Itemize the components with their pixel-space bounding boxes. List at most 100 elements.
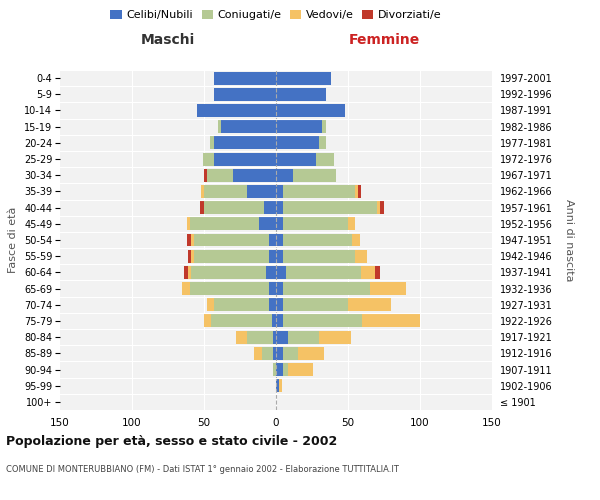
Bar [319, 330, 351, 344]
Bar [236, 330, 247, 344]
Bar [276, 330, 287, 344]
Bar [211, 314, 272, 328]
Bar [273, 347, 276, 360]
Bar [190, 282, 269, 295]
Bar [370, 282, 406, 295]
Bar [298, 347, 323, 360]
Legend: Celibi/Nubili, Coniugati/e, Vedovi/e, Divorziati/e: Celibi/Nubili, Coniugati/e, Vedovi/e, Di… [106, 6, 446, 25]
Bar [262, 347, 273, 360]
Bar [283, 363, 287, 376]
Bar [247, 185, 276, 198]
Bar [276, 234, 283, 246]
Bar [214, 152, 276, 166]
Bar [187, 218, 190, 230]
Bar [194, 250, 269, 262]
Bar [283, 185, 355, 198]
Bar [269, 298, 276, 311]
Bar [201, 185, 204, 198]
Bar [276, 185, 283, 198]
Bar [190, 218, 259, 230]
Bar [362, 314, 420, 328]
Bar [319, 136, 326, 149]
Bar [283, 314, 362, 328]
Text: COMUNE DI MONTERUBBIANO (FM) - Dati ISTAT 1° gennaio 2002 - Elaborazione TUTTITA: COMUNE DI MONTERUBBIANO (FM) - Dati ISTA… [6, 465, 399, 474]
Bar [214, 298, 269, 311]
Bar [204, 314, 211, 328]
Bar [283, 201, 377, 214]
Bar [276, 136, 319, 149]
Bar [287, 363, 313, 376]
Bar [187, 234, 191, 246]
Text: Maschi: Maschi [141, 34, 195, 48]
Bar [188, 266, 191, 279]
Bar [197, 104, 276, 117]
Bar [273, 330, 276, 344]
Bar [276, 104, 345, 117]
Bar [348, 218, 355, 230]
Bar [200, 201, 204, 214]
Bar [283, 298, 348, 311]
Bar [283, 234, 352, 246]
Bar [276, 347, 283, 360]
Text: Popolazione per età, sesso e stato civile - 2002: Popolazione per età, sesso e stato civil… [6, 435, 337, 448]
Bar [348, 298, 391, 311]
Bar [203, 152, 214, 166]
Y-axis label: Anni di nascita: Anni di nascita [563, 198, 574, 281]
Bar [283, 347, 298, 360]
Bar [286, 266, 361, 279]
Bar [287, 330, 319, 344]
Bar [182, 282, 190, 295]
Bar [276, 88, 326, 101]
Bar [358, 185, 361, 198]
Bar [276, 363, 283, 376]
Bar [247, 330, 273, 344]
Bar [221, 120, 276, 133]
Bar [207, 169, 233, 181]
Bar [191, 234, 194, 246]
Bar [279, 379, 282, 392]
Bar [276, 266, 286, 279]
Bar [218, 120, 221, 133]
Bar [188, 250, 191, 262]
Bar [266, 266, 276, 279]
Bar [184, 266, 188, 279]
Bar [316, 152, 334, 166]
Bar [273, 363, 276, 376]
Bar [214, 136, 276, 149]
Bar [265, 201, 276, 214]
Bar [204, 185, 247, 198]
Y-axis label: Fasce di età: Fasce di età [8, 207, 19, 273]
Bar [283, 282, 370, 295]
Bar [293, 169, 337, 181]
Bar [272, 314, 276, 328]
Bar [283, 250, 355, 262]
Bar [210, 136, 214, 149]
Bar [322, 120, 326, 133]
Bar [276, 201, 283, 214]
Bar [377, 201, 380, 214]
Bar [269, 250, 276, 262]
Bar [276, 120, 322, 133]
Bar [352, 234, 359, 246]
Bar [276, 152, 316, 166]
Bar [276, 218, 283, 230]
Bar [207, 298, 214, 311]
Bar [204, 169, 207, 181]
Bar [376, 266, 380, 279]
Bar [259, 218, 276, 230]
Bar [355, 185, 358, 198]
Bar [269, 282, 276, 295]
Bar [214, 72, 276, 85]
Bar [204, 201, 265, 214]
Bar [214, 88, 276, 101]
Text: Femmine: Femmine [349, 34, 419, 48]
Bar [191, 266, 266, 279]
Bar [276, 298, 283, 311]
Bar [276, 250, 283, 262]
Bar [276, 314, 283, 328]
Bar [269, 234, 276, 246]
Bar [191, 250, 194, 262]
Bar [276, 72, 331, 85]
Bar [276, 379, 279, 392]
Bar [361, 266, 376, 279]
